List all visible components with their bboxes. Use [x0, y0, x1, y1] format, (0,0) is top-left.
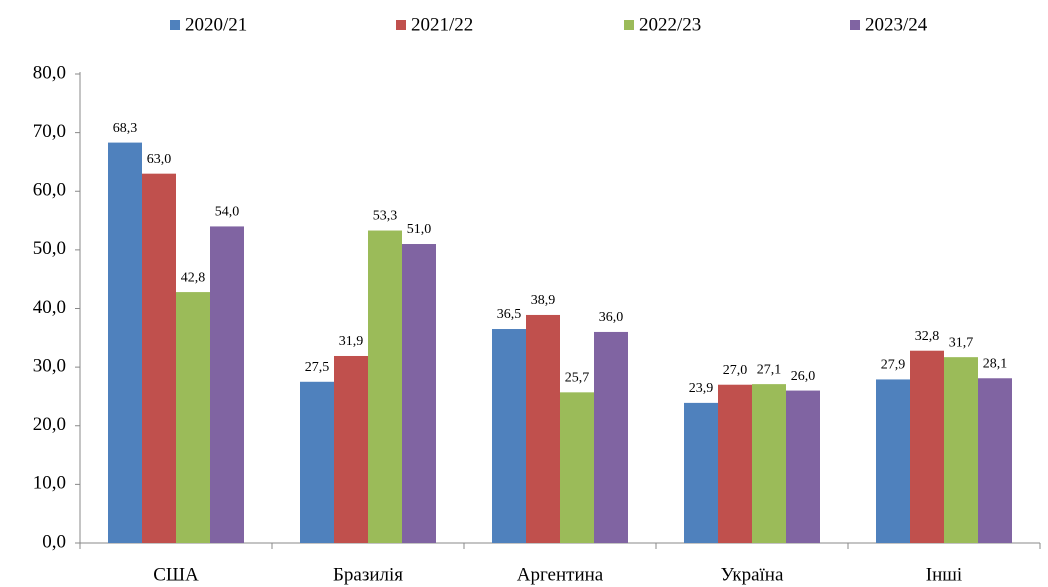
data-label: 31,7: [949, 335, 974, 350]
bar: [684, 402, 718, 543]
legend-label: 2020/21: [185, 14, 247, 35]
bar: [492, 329, 526, 543]
bar: [368, 230, 402, 543]
y-tick-label: 80,0: [33, 62, 66, 83]
bar: [300, 381, 334, 543]
bar: [786, 390, 820, 543]
data-label: 38,9: [531, 293, 556, 308]
x-tick-label: США: [153, 564, 199, 585]
y-tick-label: 0,0: [42, 531, 66, 552]
legend-swatch: [850, 20, 860, 30]
y-tick-label: 20,0: [33, 414, 66, 435]
x-tick-label: Бразилія: [333, 564, 403, 585]
x-tick-label: Інші: [926, 564, 962, 585]
data-label: 27,5: [305, 360, 330, 375]
data-label: 23,9: [689, 381, 714, 396]
data-label: 53,3: [373, 209, 398, 224]
data-label: 26,0: [791, 369, 816, 384]
bar: [876, 379, 910, 543]
data-label: 42,8: [181, 270, 206, 285]
y-tick-label: 70,0: [33, 121, 66, 142]
bar: [752, 384, 786, 543]
y-tick-label: 50,0: [33, 238, 66, 259]
data-label: 32,8: [915, 329, 940, 344]
data-label: 51,0: [407, 222, 432, 237]
legend-label: 2023/24: [865, 14, 928, 35]
bar: [526, 314, 560, 543]
bar: [402, 244, 436, 543]
bar: [718, 384, 752, 543]
y-tick-label: 30,0: [33, 355, 66, 376]
legend-label: 2021/22: [411, 14, 473, 35]
bar: [910, 350, 944, 543]
bar: [978, 378, 1012, 543]
data-label: 54,0: [215, 205, 240, 220]
data-label: 63,0: [147, 152, 172, 167]
y-tick-label: 10,0: [33, 473, 66, 494]
bar: [560, 392, 594, 543]
legend-label: 2022/23: [639, 14, 701, 35]
legend-swatch: [624, 20, 634, 30]
bar: [176, 292, 210, 543]
legend-swatch: [396, 20, 406, 30]
data-label: 28,1: [983, 356, 1008, 371]
x-tick-label: Аргентина: [517, 564, 604, 585]
bar: [142, 173, 176, 543]
data-label: 31,9: [339, 334, 364, 349]
data-label: 25,7: [565, 371, 590, 386]
y-tick-label: 60,0: [33, 180, 66, 201]
legend-swatch: [170, 20, 180, 30]
data-label: 27,1: [757, 362, 782, 377]
data-label: 68,3: [113, 121, 138, 136]
data-label: 27,9: [881, 358, 906, 373]
bar: [594, 331, 628, 543]
bar: [334, 355, 368, 543]
data-label: 36,0: [599, 310, 624, 325]
y-tick-label: 40,0: [33, 297, 66, 318]
bar: [944, 357, 978, 543]
bar: [210, 226, 244, 544]
data-label: 36,5: [497, 307, 522, 322]
data-label: 27,0: [723, 363, 748, 378]
bar: [108, 142, 142, 543]
x-tick-label: Україна: [721, 564, 784, 585]
